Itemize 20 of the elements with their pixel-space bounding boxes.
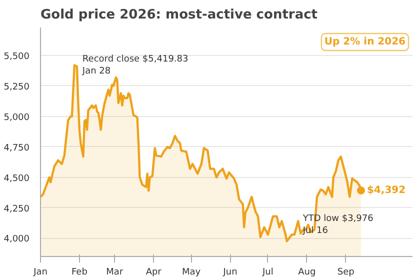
x-tick-label: Jun xyxy=(222,268,238,278)
x-tick-label: Feb xyxy=(71,268,88,278)
x-tick-label: Jan xyxy=(32,268,48,278)
x-tick-label: Sep xyxy=(337,268,355,278)
x-tick-label: May xyxy=(182,268,202,278)
y-tick-label: 4,000 xyxy=(4,234,30,245)
text: $4,392 xyxy=(366,184,406,196)
annotation: Record close $5,419.83 Jan 28 xyxy=(81,54,188,76)
x-tick-label: Jul xyxy=(262,268,274,278)
y-tick-label: 5,000 xyxy=(4,112,30,123)
y-tick-label: 5,250 xyxy=(4,82,30,92)
x-tick-label: Apr xyxy=(146,268,162,278)
y-tick-label: 4,250 xyxy=(4,204,30,214)
y-tick-label: 4,750 xyxy=(4,143,30,154)
x-tick-label: Aug xyxy=(298,268,316,278)
chart-title: Gold price 2026: most-active contract xyxy=(40,8,318,22)
y-tick-label: 5,500 xyxy=(4,52,30,62)
x-tick-label: Mar xyxy=(106,268,124,278)
annotation: Up 2% in 2026 xyxy=(324,36,406,48)
y-tick-label: 4,500 xyxy=(4,174,30,184)
